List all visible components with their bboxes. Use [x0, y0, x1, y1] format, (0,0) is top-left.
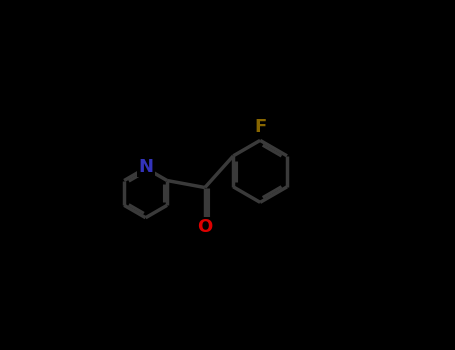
Text: O: O [197, 218, 212, 236]
Text: N: N [138, 158, 153, 176]
Text: F: F [254, 118, 266, 136]
